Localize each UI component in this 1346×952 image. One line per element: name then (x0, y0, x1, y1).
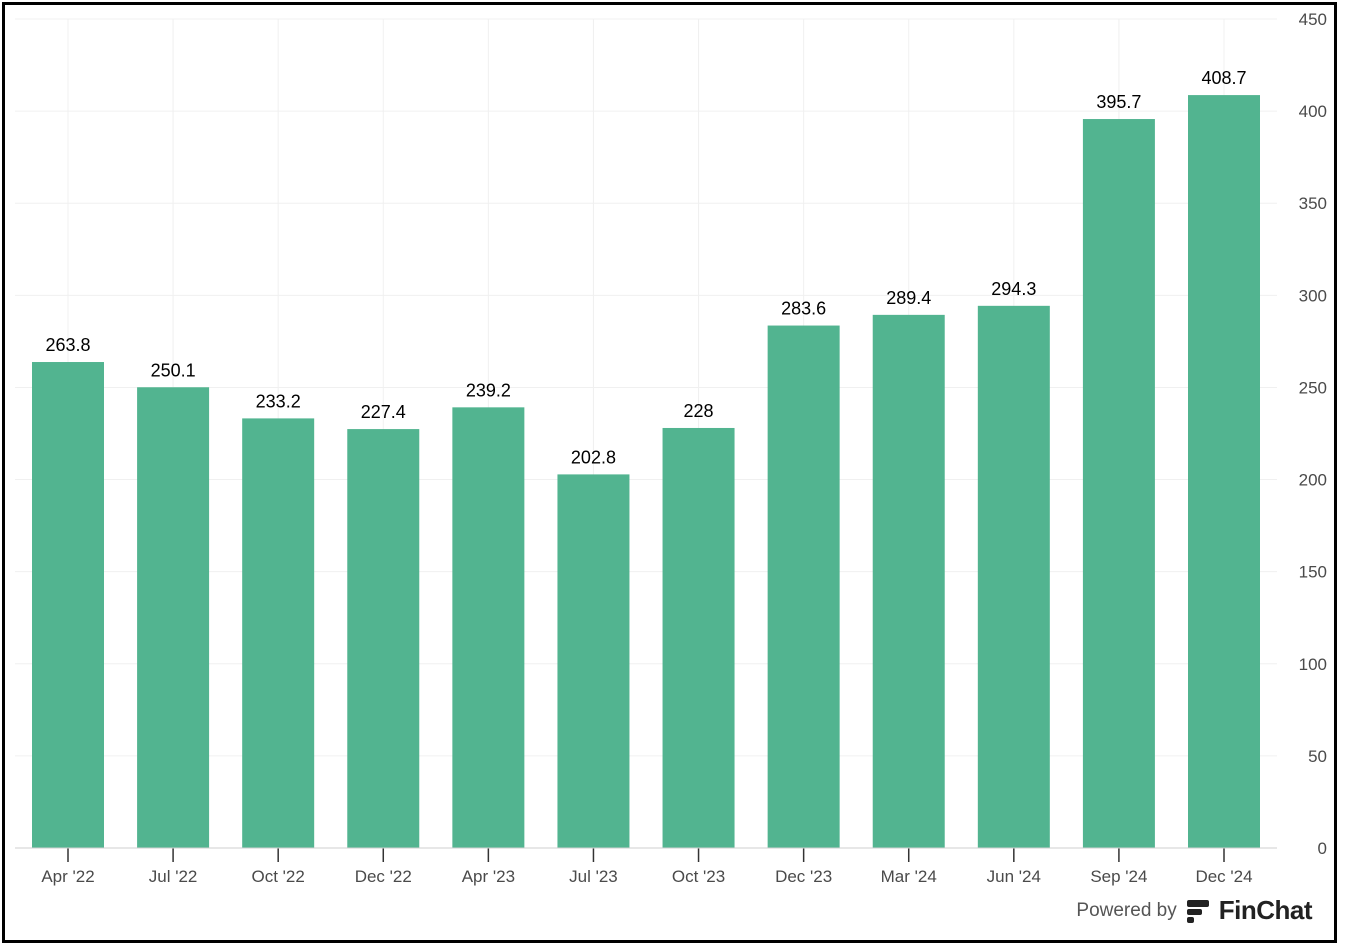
footer-attribution: Powered by FinChat (1076, 895, 1312, 926)
bar-value-label: 395.7 (1096, 92, 1141, 112)
bar-value-label: 227.4 (361, 402, 406, 422)
y-tick-label: 50 (1308, 747, 1327, 766)
powered-by-text: Powered by (1076, 899, 1177, 921)
bar-value-label: 283.6 (781, 299, 826, 319)
x-tick-label: Jul '23 (569, 867, 618, 886)
bar-value-label: 408.7 (1201, 68, 1246, 88)
bar (977, 305, 1050, 849)
y-tick-label: 100 (1299, 655, 1327, 674)
finchat-brand: FinChat (1218, 895, 1313, 925)
bar-value-label: 289.4 (886, 288, 931, 308)
y-tick-label: 350 (1299, 194, 1327, 213)
bar-value-label: 233.2 (256, 391, 301, 411)
x-tick-label: Apr '23 (462, 867, 515, 886)
bar (137, 387, 210, 848)
x-tick-label: Sep '24 (1090, 867, 1147, 886)
bar (767, 325, 840, 848)
y-tick-label: 200 (1299, 471, 1327, 490)
bar (662, 427, 735, 848)
bar-chart: 263.8 250.1 233.2 227.4 239.2 202.8 228 283.6 28… (15, 10, 1327, 886)
x-tick-label: Oct '22 (252, 867, 305, 886)
y-tick-label: 300 (1299, 286, 1327, 305)
bar (1188, 95, 1260, 848)
x-tick-label: Dec '24 (1195, 867, 1252, 886)
x-tick-label: Jun '24 (987, 867, 1041, 886)
bar (32, 362, 104, 848)
y-tick-label: 400 (1299, 102, 1327, 121)
x-axis: Apr '22 Jul '22 Oct '22 Dec '22 Apr '23 Jul '… (15, 847, 1277, 886)
x-tick-label: Apr '22 (41, 867, 94, 886)
x-tick-label: Dec '23 (775, 867, 832, 886)
bar-value-label: 228 (684, 401, 714, 421)
bar (347, 429, 420, 848)
bar (1082, 119, 1155, 849)
bar-value-label: 202.8 (571, 447, 616, 467)
bar (872, 314, 945, 848)
bar-value-label: 294.3 (991, 279, 1036, 299)
bar-value-label: 263.8 (45, 335, 90, 355)
y-tick-label: 450 (1299, 10, 1327, 29)
y-tick-label: 250 (1299, 378, 1327, 397)
bars (32, 95, 1260, 849)
bar (452, 407, 525, 848)
x-tick-label: Dec '22 (355, 867, 412, 886)
x-tick-label: Oct '23 (672, 867, 725, 886)
bar (242, 418, 315, 848)
x-tick-label: Mar '24 (881, 867, 937, 886)
bar-value-label: 250.1 (151, 360, 196, 380)
bar (557, 474, 630, 848)
value-labels: 263.8 250.1 233.2 227.4 239.2 202.8 228 283.6 28… (45, 68, 1246, 467)
y-tick-label: 0 (1318, 839, 1327, 858)
y-axis: 0 50 100 150 200 250 300 350 400 450 (1299, 10, 1327, 858)
finchat-logo-icon (1185, 898, 1211, 924)
y-tick-label: 150 (1299, 563, 1327, 582)
bar-value-label: 239.2 (466, 380, 511, 400)
x-tick-label: Jul '22 (149, 867, 198, 886)
